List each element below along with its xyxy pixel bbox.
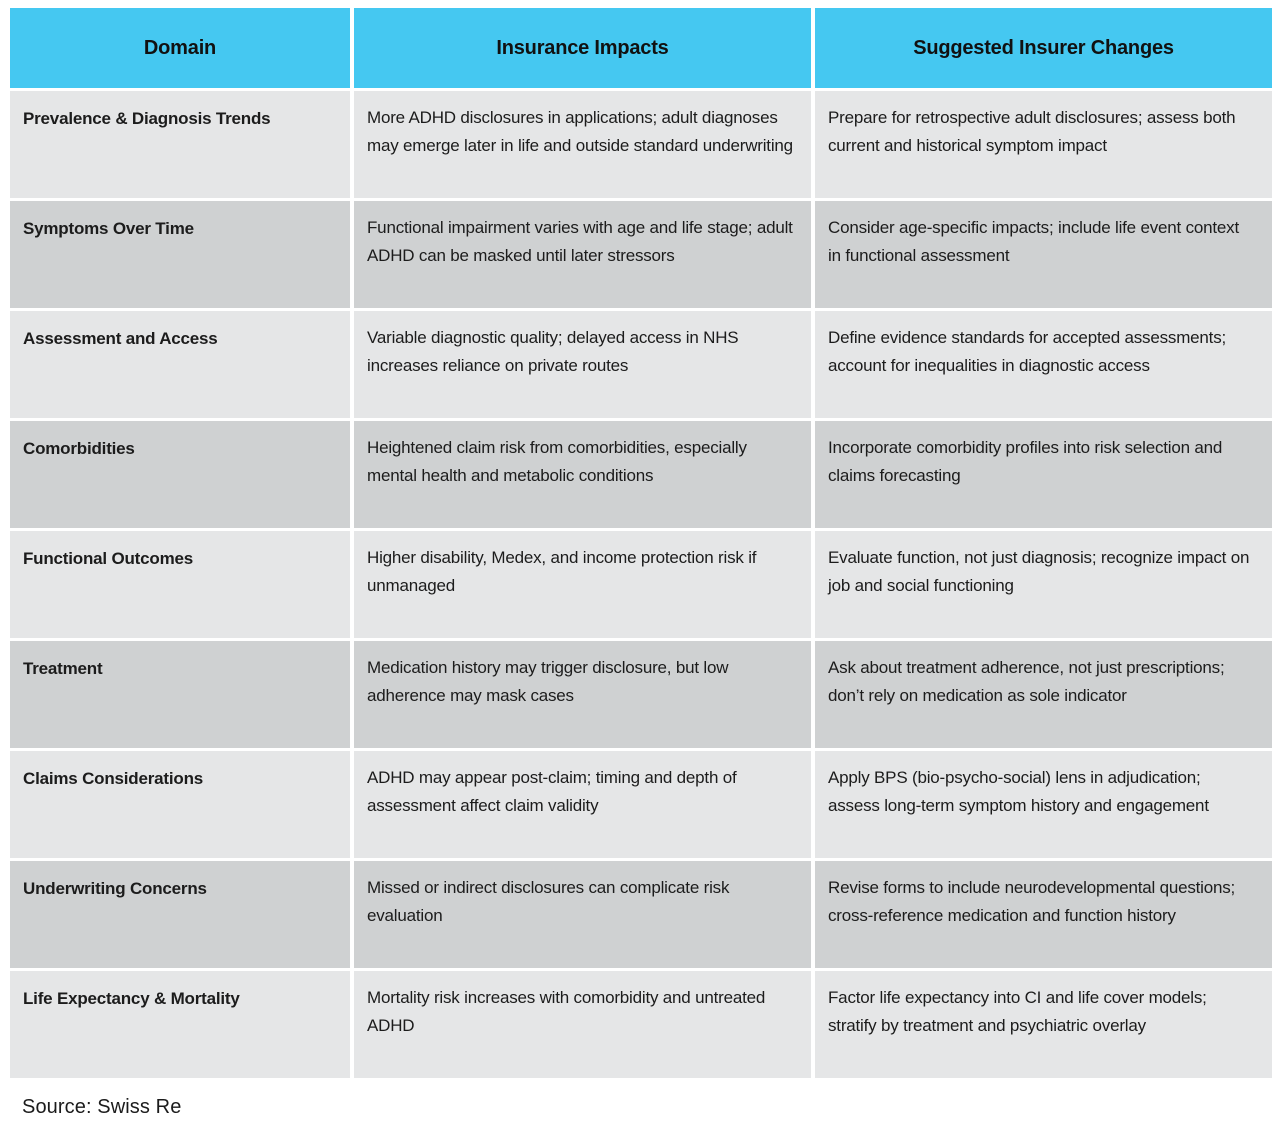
row-impacts-cell: Missed or indirect disclosures can compl… [354, 861, 811, 968]
row-domain-cell: Comorbidities [10, 421, 350, 528]
row-domain-cell: Assessment and Access [10, 311, 350, 418]
row-changes-cell: Prepare for retrospective adult disclosu… [815, 91, 1272, 198]
row-changes-cell: Apply BPS (bio-psycho-social) lens in ad… [815, 751, 1272, 858]
row-impacts-cell: Variable diagnostic quality; delayed acc… [354, 311, 811, 418]
column-header-domain: Domain [10, 8, 350, 88]
adhd-insurance-table: Domain Insurance Impacts Suggested Insur… [10, 8, 1272, 1078]
row-domain-cell: Treatment [10, 641, 350, 748]
row-impacts-cell: ADHD may appear post-claim; timing and d… [354, 751, 811, 858]
row-impacts-cell: Medication history may trigger disclosur… [354, 641, 811, 748]
row-domain-cell: Claims Considerations [10, 751, 350, 858]
row-domain-cell: Symptoms Over Time [10, 201, 350, 308]
row-domain-cell: Underwriting Concerns [10, 861, 350, 968]
row-domain-cell: Functional Outcomes [10, 531, 350, 638]
row-impacts-cell: Heightened claim risk from comorbidities… [354, 421, 811, 528]
row-changes-cell: Ask about treatment adherence, not just … [815, 641, 1272, 748]
row-changes-cell: Revise forms to include neurodevelopment… [815, 861, 1272, 968]
row-domain-cell: Life Expectancy & Mortality [10, 971, 350, 1078]
row-changes-cell: Consider age-specific impacts; include l… [815, 201, 1272, 308]
column-header-suggested-insurer-changes: Suggested Insurer Changes [815, 8, 1272, 88]
row-impacts-cell: Higher disability, Medex, and income pro… [354, 531, 811, 638]
row-impacts-cell: Mortality risk increases with comorbidit… [354, 971, 811, 1078]
row-changes-cell: Define evidence standards for accepted a… [815, 311, 1272, 418]
column-header-insurance-impacts: Insurance Impacts [354, 8, 811, 88]
row-changes-cell: Incorporate comorbidity profiles into ri… [815, 421, 1272, 528]
row-changes-cell: Factor life expectancy into CI and life … [815, 971, 1272, 1078]
source-attribution: Source: Swiss Re [22, 1096, 182, 1118]
row-impacts-cell: Functional impairment varies with age an… [354, 201, 811, 308]
row-impacts-cell: More ADHD disclosures in applications; a… [354, 91, 811, 198]
row-domain-cell: Prevalence & Diagnosis Trends [10, 91, 350, 198]
row-changes-cell: Evaluate function, not just diagnosis; r… [815, 531, 1272, 638]
